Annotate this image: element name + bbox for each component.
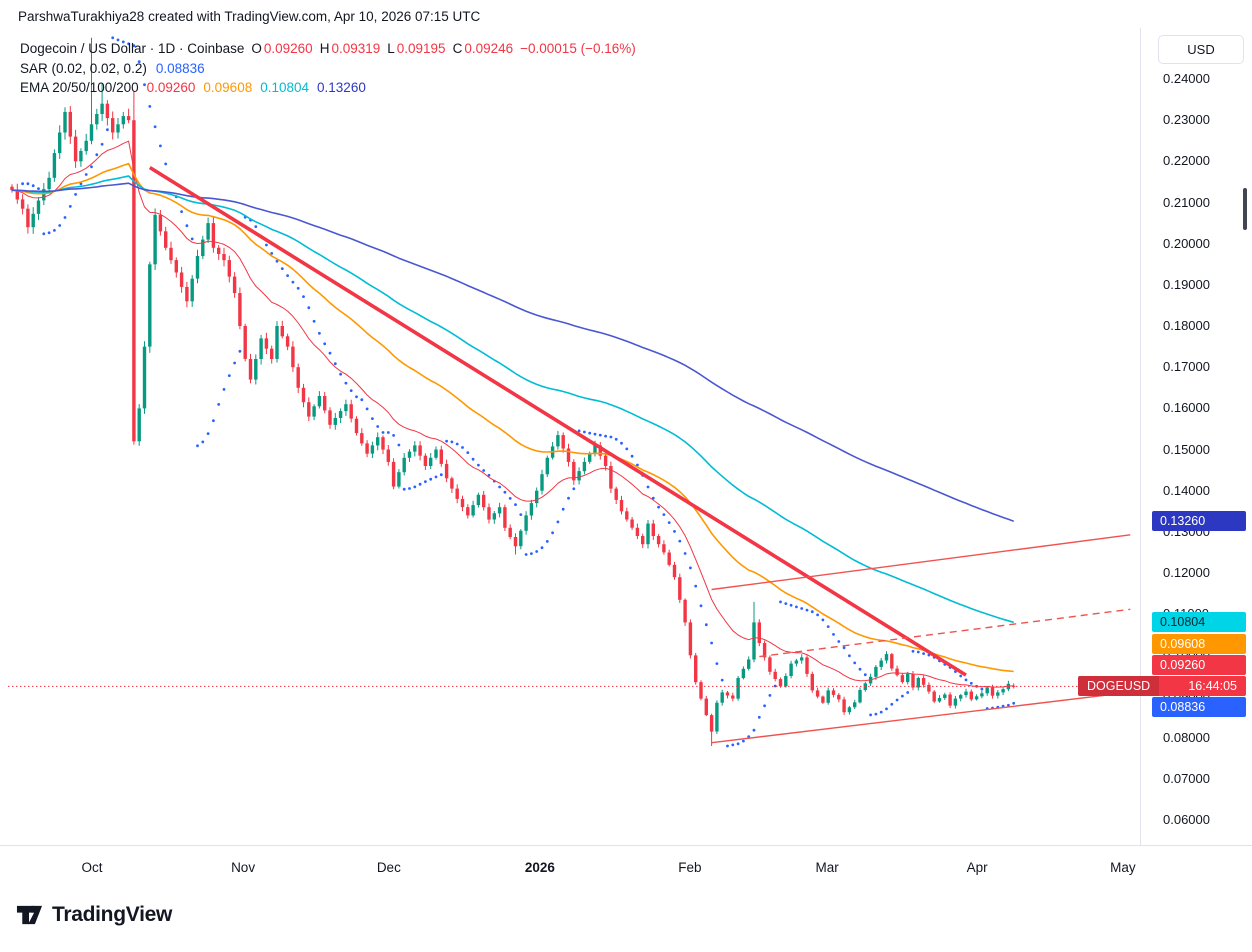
change-value: −0.00015 (−0.16%) <box>520 41 636 56</box>
sar-indicator-label[interactable]: SAR (0.02, 0.02, 0.2) <box>20 60 147 76</box>
time-axis-label-2026: 2026 <box>524 860 555 875</box>
chart-legend: Dogecoin / US Dollar · 1D · Coinbase O 0.0… <box>20 39 636 98</box>
time-axis[interactable]: Oct Nov Dec 2026 Feb Mar Apr May <box>0 845 1252 880</box>
price-axis-label: 0.16000 <box>1163 400 1210 416</box>
price-axis-label: 0.12000 <box>1163 565 1210 581</box>
low-value: 0.09195 <box>396 41 446 56</box>
time-axis-label-mar: Mar <box>815 860 839 875</box>
price-axis-label: 0.20000 <box>1163 235 1210 251</box>
price-axis-label: 0.22000 <box>1163 153 1210 169</box>
ema50-value: 0.09608 <box>203 80 253 95</box>
price-axis-label: 0.18000 <box>1163 318 1210 334</box>
open-value: 0.09260 <box>263 41 313 56</box>
time-axis-label-may: May <box>1110 860 1136 875</box>
high-label: H <box>319 41 330 56</box>
time-axis-label-dec: Dec <box>376 860 401 875</box>
time-axis-label-nov: Nov <box>231 860 256 875</box>
low-label: L <box>387 41 395 56</box>
tradingview-logo-icon <box>16 905 43 925</box>
price-axis-label: 0.09000 <box>1163 688 1210 704</box>
open-label: O <box>251 41 262 56</box>
symbol-title[interactable]: Dogecoin / US Dollar · 1D · Coinbase <box>20 41 245 56</box>
tradingview-wordmark: TradingView <box>52 902 173 926</box>
price-axis-label: 0.19000 <box>1163 276 1210 292</box>
price-axis-label: 0.10000 <box>1163 647 1210 663</box>
tradingview-branding[interactable]: TradingView <box>16 901 172 928</box>
ema20-value: 0.09260 <box>146 80 196 95</box>
price-axis-label: 0.14000 <box>1163 482 1210 498</box>
currency-button[interactable]: USD <box>1158 35 1244 64</box>
price-axis-label: 0.07000 <box>1163 770 1210 786</box>
price-axis-label: 0.17000 <box>1163 359 1210 375</box>
price-axis-label: 0.06000 <box>1163 812 1210 828</box>
legend-ema-row: EMA 20/50/100/200 0.09260 0.09608 0.10804 0.… <box>20 78 636 98</box>
price-axis-label: 0.23000 <box>1163 112 1210 128</box>
price-axis-label: 0.15000 <box>1163 441 1210 457</box>
axis-scrollbar-thumb[interactable] <box>1243 188 1247 230</box>
price-axis-label: 0.08000 <box>1163 729 1210 745</box>
high-value: 0.09319 <box>331 41 381 56</box>
time-axis-label-feb: Feb <box>678 860 702 875</box>
ema100-value: 0.10804 <box>260 80 310 95</box>
ema-indicator-label[interactable]: EMA 20/50/100/200 <box>20 80 139 95</box>
price-axis-label: 0.11000 <box>1163 606 1210 622</box>
attribution-text: ParshwaTurakhiya28 created with TradingV… <box>18 9 481 24</box>
close-label: C <box>452 41 463 56</box>
ema200-value: 0.13260 <box>317 80 366 95</box>
sar-value: 0.08836 <box>155 60 205 76</box>
time-axis-label-oct: Oct <box>81 860 103 875</box>
time-axis-label-apr: Apr <box>966 860 988 875</box>
price-axis-label: 0.21000 <box>1163 194 1210 210</box>
price-axis-label: 0.24000 <box>1163 71 1210 86</box>
price-axis[interactable]: 0.24000 0.23000 0.22000 0.21000 0.20000 0.190… <box>1140 28 1252 845</box>
close-value: 0.09246 <box>464 41 514 56</box>
legend-symbol-row: Dogecoin / US Dollar · 1D · Coinbase O 0.0… <box>20 39 636 59</box>
price-axis-label: 0.13000 <box>1163 523 1210 539</box>
legend-sar-row: SAR (0.02, 0.02, 0.2) 0.08836 <box>20 59 636 79</box>
